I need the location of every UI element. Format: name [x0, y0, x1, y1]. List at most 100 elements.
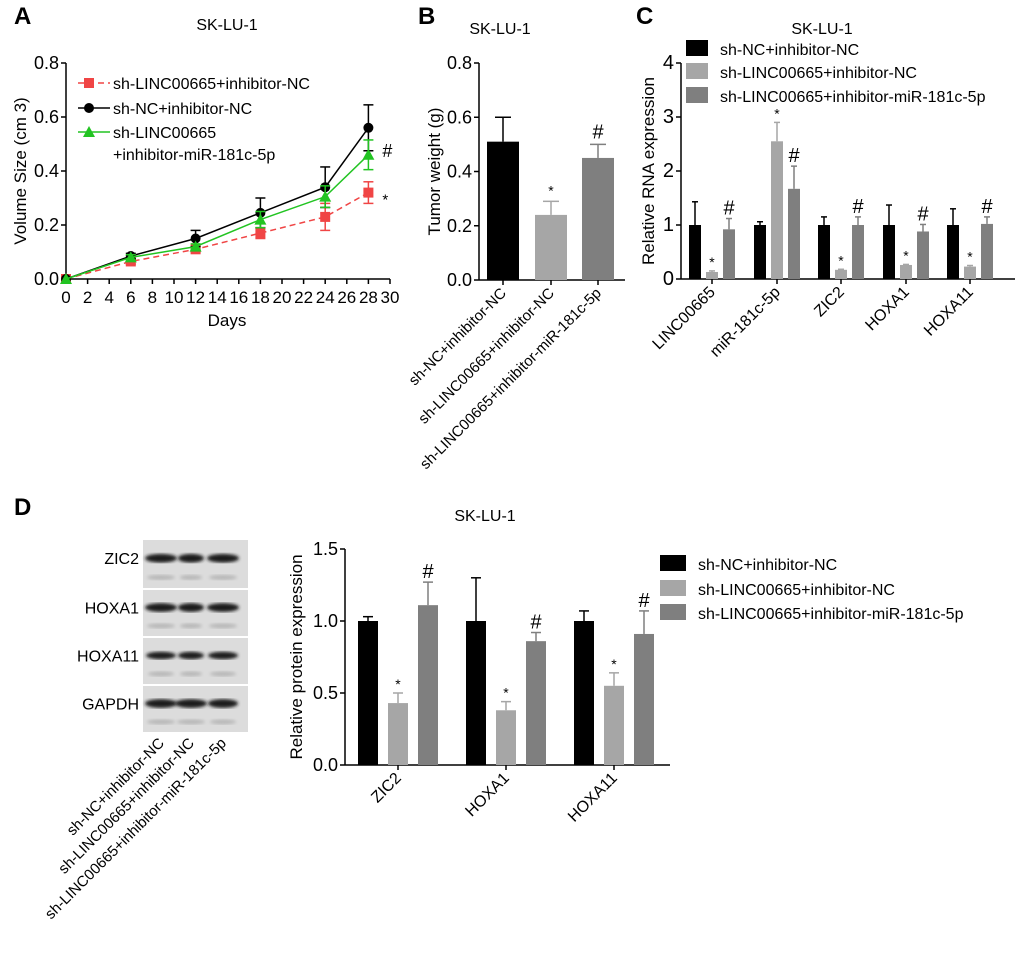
series-line — [65, 127, 370, 280]
y-tick-label: 0 — [663, 268, 674, 290]
y-tick-label: 0.6 — [447, 107, 472, 127]
chart-title: SK-LU-1 — [454, 508, 515, 525]
chart-title: SK-LU-1 — [791, 21, 852, 38]
legend-label: sh-LINC00665+inhibitor-NC — [720, 65, 917, 82]
bar — [574, 621, 594, 765]
x-tick-label: 2 — [83, 288, 92, 307]
bar-group: * — [706, 254, 718, 279]
square-marker — [255, 228, 266, 239]
bar — [604, 685, 624, 765]
panel-a-line-chart: SK-LU-1 0.0 0.2 0.4 0.6 0.8 Volume Size (cm 3)… — [11, 17, 399, 330]
faint-band — [210, 719, 236, 725]
protein-band — [208, 651, 238, 660]
bar — [771, 141, 783, 279]
triangle-marker — [319, 190, 332, 202]
significance-mark: * — [774, 105, 780, 121]
y-tick-label: 0.8 — [34, 53, 59, 73]
y-tick-label: 4 — [663, 52, 674, 74]
legend-item: sh-NC+inhibitor-NC — [686, 40, 859, 59]
significance-mark: # — [422, 561, 434, 583]
circle-marker — [190, 233, 201, 244]
faint-band — [180, 671, 202, 677]
y-tick-label: 2 — [663, 160, 674, 182]
legend-label: sh-LINC00665+inhibitor-NC — [698, 582, 895, 599]
significance-mark: * — [967, 249, 973, 265]
y-tick-label: 0.8 — [447, 53, 472, 73]
significance-mark: * — [395, 676, 401, 692]
bar-group: # — [582, 121, 614, 280]
bar-group: * — [900, 247, 912, 279]
bar — [883, 225, 895, 279]
bar-group: * — [771, 105, 783, 279]
triangle-marker — [254, 213, 267, 225]
significance-mark: # — [852, 196, 864, 218]
y-tick-label: 1.0 — [313, 611, 338, 631]
y-tick-label: 0.4 — [34, 161, 59, 181]
legend-swatch — [686, 63, 708, 79]
protein-band — [145, 603, 177, 612]
bar-group: * — [964, 249, 976, 279]
y-tick-label: 1 — [663, 214, 674, 236]
x-tick-label: HOXA1 — [462, 770, 512, 820]
x-tick-label: 18 — [251, 288, 270, 307]
x-tick-label: 22 — [294, 288, 313, 307]
x-tick-label: HOXA1 — [862, 284, 912, 334]
bar-group: * — [835, 252, 847, 279]
x-tick-label: 28 — [359, 288, 378, 307]
faint-band — [147, 719, 175, 725]
bar-group — [574, 610, 594, 765]
y-tick-label: 3 — [663, 106, 674, 128]
bar-group — [883, 204, 895, 279]
series-line — [65, 154, 369, 280]
y-axis-label: Tumor weight (g) — [425, 108, 444, 236]
blot-strip-gapdh — [143, 686, 248, 732]
significance-mark: * — [709, 254, 715, 270]
bar-group: * — [535, 182, 567, 280]
blot-strip-zic2 — [143, 540, 248, 588]
chart-title: SK-LU-1 — [469, 21, 530, 38]
faint-band — [177, 719, 205, 725]
triangle-marker — [83, 126, 95, 137]
chart-title: SK-LU-1 — [196, 17, 257, 34]
y-axis-label: Relative RNA expression — [639, 77, 658, 265]
x-tick-label: 10 — [165, 288, 184, 307]
bar — [535, 214, 567, 280]
blot-lane-label: sh-LINC00665+inhibitor-NC — [55, 735, 198, 878]
bar — [981, 223, 993, 279]
bar-group — [689, 201, 701, 279]
faint-band — [180, 623, 202, 629]
x-axis-label: Days — [208, 311, 247, 330]
blot-row-label: GAPDH — [82, 696, 139, 713]
bar — [388, 703, 408, 765]
bar — [689, 225, 701, 279]
legend-label: sh-NC+inhibitor-NC — [720, 42, 859, 59]
bar-group: # — [526, 612, 546, 765]
bar — [418, 605, 438, 765]
faint-band — [147, 623, 175, 629]
bar-group — [754, 221, 766, 279]
triangle-marker — [189, 240, 202, 252]
x-tick-label: 16 — [229, 288, 248, 307]
bar-group: # — [723, 198, 735, 279]
bar — [582, 157, 614, 280]
protein-band — [178, 553, 204, 563]
significance-mark: * — [611, 656, 617, 672]
protein-band — [146, 651, 176, 660]
bar-group: # — [917, 203, 929, 279]
x-tick-label: HOXA11 — [921, 284, 977, 340]
legend-label: +inhibitor-miR-181c-5p — [113, 147, 275, 164]
panel-label-b: B — [418, 3, 435, 30]
protein-band — [207, 603, 239, 612]
y-tick-label: 0.2 — [34, 215, 59, 235]
bar — [706, 271, 718, 279]
bar — [466, 621, 486, 765]
legend-item: sh-NC+inhibitor-NC — [660, 555, 837, 574]
bar-group: # — [418, 561, 438, 765]
faint-band — [209, 623, 237, 629]
bar-group: * — [496, 685, 516, 765]
series-line — [65, 191, 369, 280]
x-tick-label: ZIC2 — [368, 770, 405, 807]
significance-mark: * — [903, 247, 909, 263]
panel-d-bar-chart: SK-LU-1 0.0 0.5 1.0 1.5 Relative protein expr… — [287, 508, 964, 826]
